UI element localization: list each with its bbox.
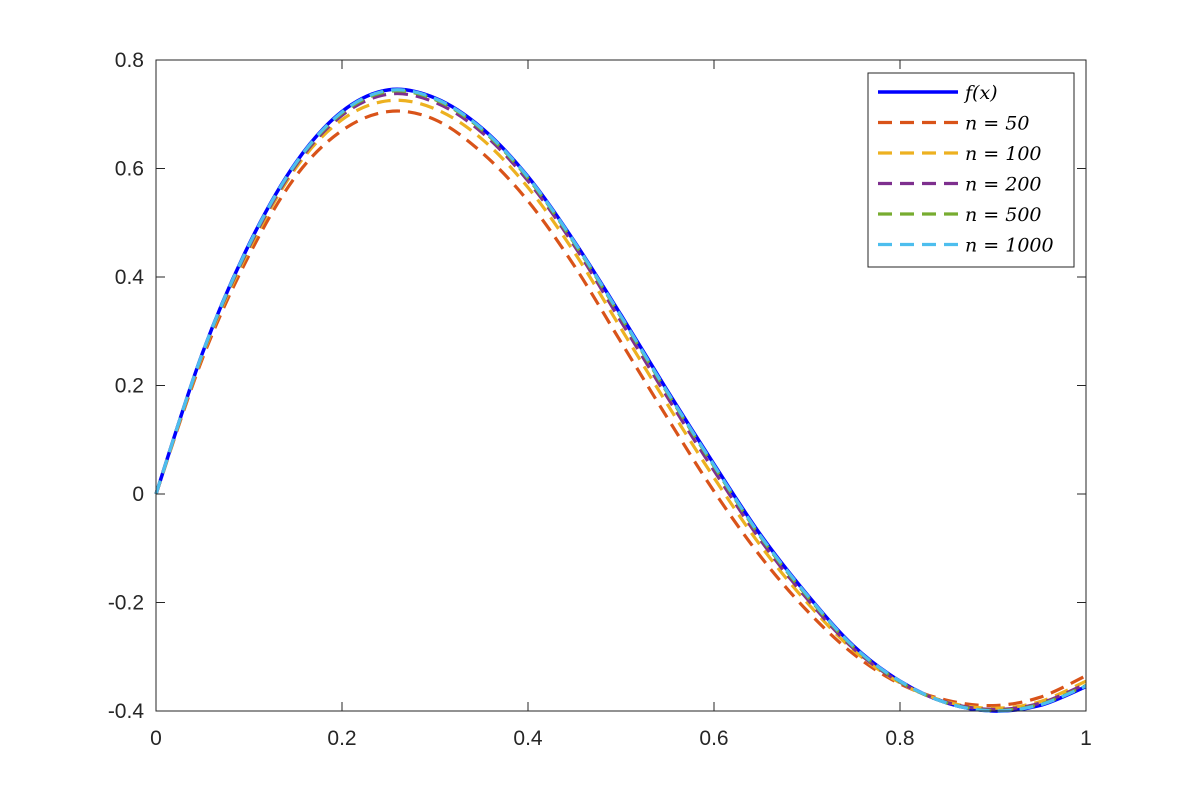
series-layer [154, 87, 1087, 713]
x-tick-label: 0 [150, 727, 162, 750]
x-tick-label: 0.4 [513, 727, 543, 750]
legend: f(x) n = 50 n = 100 n = 200 n = 500 n = 1000 [867, 72, 1075, 268]
legend-label-3: n = 200 [965, 174, 1042, 196]
y-tick-label: -0.4 [108, 700, 145, 723]
axis-layer: 0 0.2 0.4 0.6 0.8 1 -0.4 -0.2 0 0.2 0.4 0.6 0.8 [108, 49, 1092, 750]
y-tick-label: 0.4 [115, 266, 145, 289]
x-tick-label: 1 [1080, 727, 1092, 750]
legend-items: f(x) n = 50 n = 100 n = 200 n = 500 n = 1000 [878, 82, 1054, 257]
legend-label-5: n = 1000 [965, 235, 1054, 257]
y-tick-label: 0.2 [115, 375, 144, 398]
legend-label-4: n = 500 [965, 204, 1042, 226]
y-tick-label: 0 [132, 483, 144, 506]
legend-label-1: n = 50 [965, 113, 1029, 135]
x-tick-label: 0.2 [327, 727, 356, 750]
x-tick-label: 0.6 [699, 727, 728, 750]
y-tick-label: -0.2 [108, 592, 144, 615]
legend-label-0: f(x) [963, 82, 998, 104]
legend-box [867, 72, 1075, 268]
y-tick-label: 0.8 [115, 49, 144, 72]
x-tick-label: 0.8 [885, 727, 914, 750]
y-tick-label: 0.6 [115, 158, 144, 181]
legend-label-2: n = 100 [965, 143, 1042, 165]
series-line-5 [154, 88, 1087, 713]
